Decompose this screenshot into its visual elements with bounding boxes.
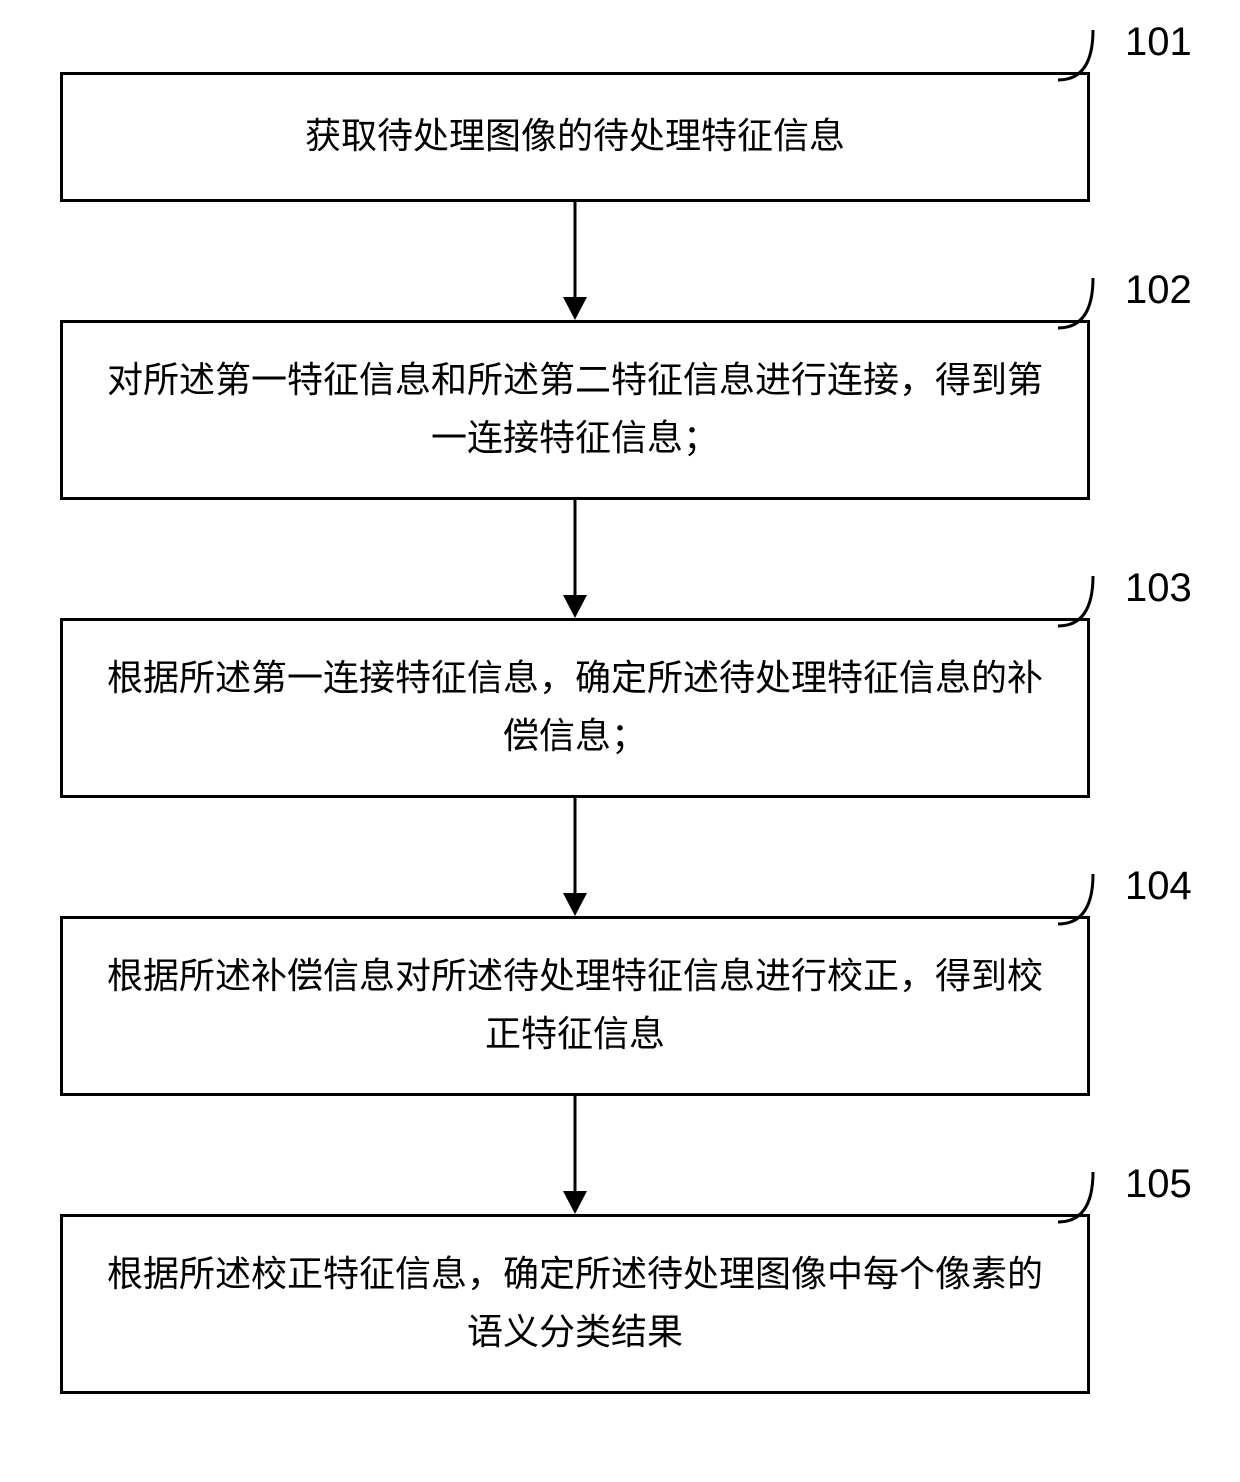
arrow-3 [555, 798, 595, 916]
step-label-103: 103 [1125, 566, 1192, 611]
flowchart-container: 获取待处理图像的待处理特征信息 101 对所述第一特征信息和所述第二特征信息进行… [0, 0, 1240, 1482]
callout-101 [1058, 30, 1128, 85]
flowchart-step-104-text: 根据所述补偿信息对所述待处理特征信息进行校正，得到校正特征信息 [103, 948, 1047, 1063]
callout-104 [1058, 874, 1128, 929]
flowchart-step-101: 获取待处理图像的待处理特征信息 [60, 72, 1090, 202]
step-label-104: 104 [1125, 864, 1192, 909]
flowchart-step-104: 根据所述补偿信息对所述待处理特征信息进行校正，得到校正特征信息 [60, 916, 1090, 1096]
step-label-105: 105 [1125, 1162, 1192, 1207]
step-label-102: 102 [1125, 268, 1192, 313]
flowchart-step-102-text: 对所述第一特征信息和所述第二特征信息进行连接，得到第一连接特征信息； [103, 352, 1047, 467]
flowchart-step-102: 对所述第一特征信息和所述第二特征信息进行连接，得到第一连接特征信息； [60, 320, 1090, 500]
flowchart-step-105: 根据所述校正特征信息，确定所述待处理图像中每个像素的语义分类结果 [60, 1214, 1090, 1394]
flowchart-step-101-text: 获取待处理图像的待处理特征信息 [305, 108, 845, 166]
flowchart-step-103: 根据所述第一连接特征信息，确定所述待处理特征信息的补偿信息； [60, 618, 1090, 798]
arrow-1 [555, 202, 595, 320]
flowchart-step-105-text: 根据所述校正特征信息，确定所述待处理图像中每个像素的语义分类结果 [103, 1246, 1047, 1361]
arrow-4 [555, 1096, 595, 1214]
step-label-101: 101 [1125, 20, 1192, 65]
arrow-2 [555, 500, 595, 618]
callout-105 [1058, 1172, 1128, 1227]
callout-103 [1058, 576, 1128, 631]
callout-102 [1058, 278, 1128, 333]
flowchart-step-103-text: 根据所述第一连接特征信息，确定所述待处理特征信息的补偿信息； [103, 650, 1047, 765]
